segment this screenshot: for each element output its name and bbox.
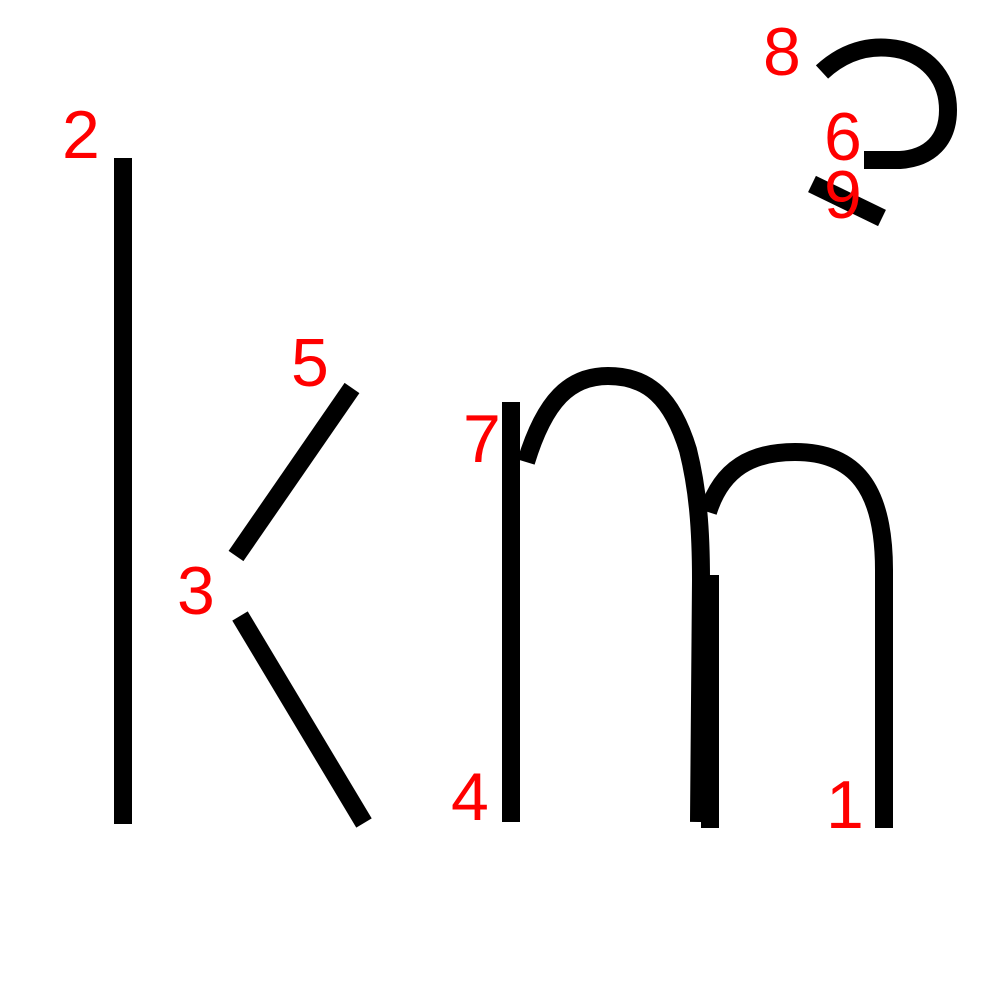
stroke-k-upper-arm (228, 382, 360, 562)
stroke-two-curve (815, 38, 957, 169)
letter-m (502, 367, 893, 828)
label-stroke-5: 5 (291, 325, 329, 401)
label-stroke-9: 9 (824, 157, 862, 233)
label-stroke-4: 4 (451, 759, 489, 835)
stroke-k-lower-leg (232, 611, 372, 828)
label-stroke-1: 1 (826, 767, 864, 843)
superscript-two (808, 38, 957, 227)
stroke-two-base (808, 175, 886, 227)
stroke-m-second-arch (699, 443, 893, 828)
label-stroke-7: 7 (463, 401, 501, 477)
stroke-order-labels: 1 2 3 4 5 6 7 8 9 (62, 14, 864, 843)
label-stroke-8: 8 (763, 14, 801, 90)
label-stroke-2: 2 (62, 97, 100, 173)
label-stroke-6: 6 (824, 99, 862, 175)
label-stroke-3: 3 (177, 553, 215, 629)
stroke-m-first-arch (517, 367, 710, 823)
letter-k (114, 158, 372, 828)
